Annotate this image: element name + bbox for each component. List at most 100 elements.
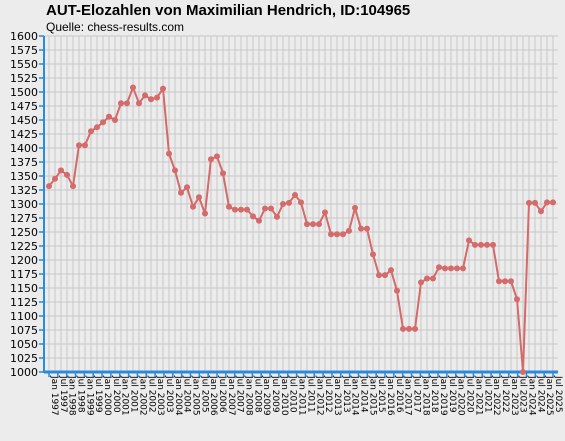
x-tick-label: Jul 1998 (76, 375, 86, 413)
data-point (112, 117, 118, 123)
data-point (88, 128, 94, 135)
data-point (310, 221, 316, 228)
chart-subtitle: Quelle: chess-results.com (46, 20, 185, 34)
x-tick-label: Jul 2012 (323, 375, 333, 413)
y-tick-label: 1600 (10, 30, 38, 43)
data-point (226, 203, 232, 210)
x-tick-label: Jan 1997 (49, 375, 59, 416)
x-tick-label: Jan 2024 (526, 375, 536, 416)
x-tick-label: Jul 2009 (270, 375, 280, 413)
data-point (130, 84, 136, 91)
data-point (364, 225, 370, 232)
data-point (490, 241, 496, 248)
x-tick-label: Jan 2005 (190, 375, 200, 416)
y-tick-label: 1075 (10, 324, 38, 337)
data-point (322, 209, 328, 216)
data-point (466, 237, 472, 244)
data-point (124, 100, 130, 107)
x-tick-label: Jul 2014 (358, 375, 368, 413)
y-tick-label: 1125 (10, 296, 38, 309)
x-tick-label: Jul 2020 (465, 375, 475, 413)
data-point (400, 325, 406, 332)
x-tick-label: Jan 2006 (208, 375, 218, 416)
y-tick-label: 1325 (10, 184, 38, 197)
x-tick-label: Jul 2019 (447, 375, 457, 413)
data-point (274, 213, 280, 220)
data-point (238, 206, 244, 213)
x-tick-label: Jan 2017 (403, 375, 413, 416)
x-tick-label: Jan 2009 (261, 375, 271, 416)
data-point (256, 217, 262, 224)
data-point (184, 184, 190, 191)
data-point (502, 278, 508, 285)
data-point (46, 183, 52, 190)
data-point (346, 227, 352, 234)
data-point (436, 264, 442, 271)
x-tick-label: Jul 2003 (164, 375, 174, 413)
x-tick-label: Jan 2013 (332, 375, 342, 416)
data-point (250, 213, 256, 220)
x-tick-label: Jul 2000 (111, 375, 121, 413)
data-point (532, 199, 538, 206)
y-tick-label: 1275 (10, 212, 38, 225)
x-tick-label: Jan 2014 (350, 375, 360, 416)
data-point (214, 153, 220, 160)
data-point (514, 296, 520, 303)
x-tick-label: Jul 2004 (182, 375, 192, 413)
data-point (334, 231, 340, 238)
x-tick-label: Jan 2008 (244, 375, 254, 416)
x-tick-label: Jul 2025 (553, 375, 563, 413)
data-point (154, 94, 160, 101)
x-tick-label: Jan 2004 (173, 375, 183, 416)
data-point (220, 170, 226, 177)
data-point (382, 272, 388, 279)
data-point (94, 124, 100, 131)
x-tick-label: Jul 2021 (482, 375, 492, 413)
y-tick-label: 1450 (10, 114, 38, 127)
x-tick-label: Jul 2017 (412, 375, 422, 413)
y-tick-label: 1475 (10, 100, 38, 113)
data-point (70, 183, 76, 190)
data-point (406, 325, 412, 332)
data-point (340, 231, 346, 238)
y-tick-label: 1350 (10, 170, 38, 183)
x-tick-label: Jul 1999 (93, 375, 103, 413)
data-point (454, 265, 460, 272)
data-point (412, 325, 418, 332)
x-tick-label: Jan 2015 (367, 375, 377, 416)
y-tick-label: 1000 (10, 366, 38, 379)
data-point (442, 265, 448, 272)
data-point (304, 221, 310, 228)
x-tick-label: Jan 2003 (155, 375, 165, 416)
data-point (58, 167, 64, 174)
x-tick-label: Jul 2007 (235, 375, 245, 413)
y-tick-label: 1025 (10, 352, 38, 365)
data-point (166, 150, 172, 157)
data-point (298, 199, 304, 206)
x-tick-label: Jul 2016 (394, 375, 404, 413)
data-point (208, 156, 214, 163)
x-tick-label: Jul 2001 (129, 375, 139, 413)
data-point (136, 100, 142, 107)
data-point (394, 287, 400, 294)
y-tick-labels: 1000102510501075110011251150117512001225… (10, 30, 38, 379)
data-point (64, 171, 70, 178)
data-point (172, 167, 178, 174)
x-tick-label: Jan 2016 (385, 375, 395, 416)
y-tick-label: 1400 (10, 142, 38, 155)
x-tick-label: Jul 2010 (288, 375, 298, 413)
y-tick-label: 1200 (10, 254, 38, 267)
data-point (160, 85, 166, 92)
data-point (388, 267, 394, 274)
data-point (520, 369, 526, 375)
data-point (424, 275, 430, 282)
data-point (244, 206, 250, 213)
data-point (478, 241, 484, 248)
x-tick-label: Jan 2010 (279, 375, 289, 416)
x-tick-label: Jan 2019 (438, 375, 448, 416)
y-tick-label: 1425 (10, 128, 38, 141)
y-tick-label: 1100 (10, 310, 38, 323)
y-tick-label: 1175 (10, 268, 38, 281)
